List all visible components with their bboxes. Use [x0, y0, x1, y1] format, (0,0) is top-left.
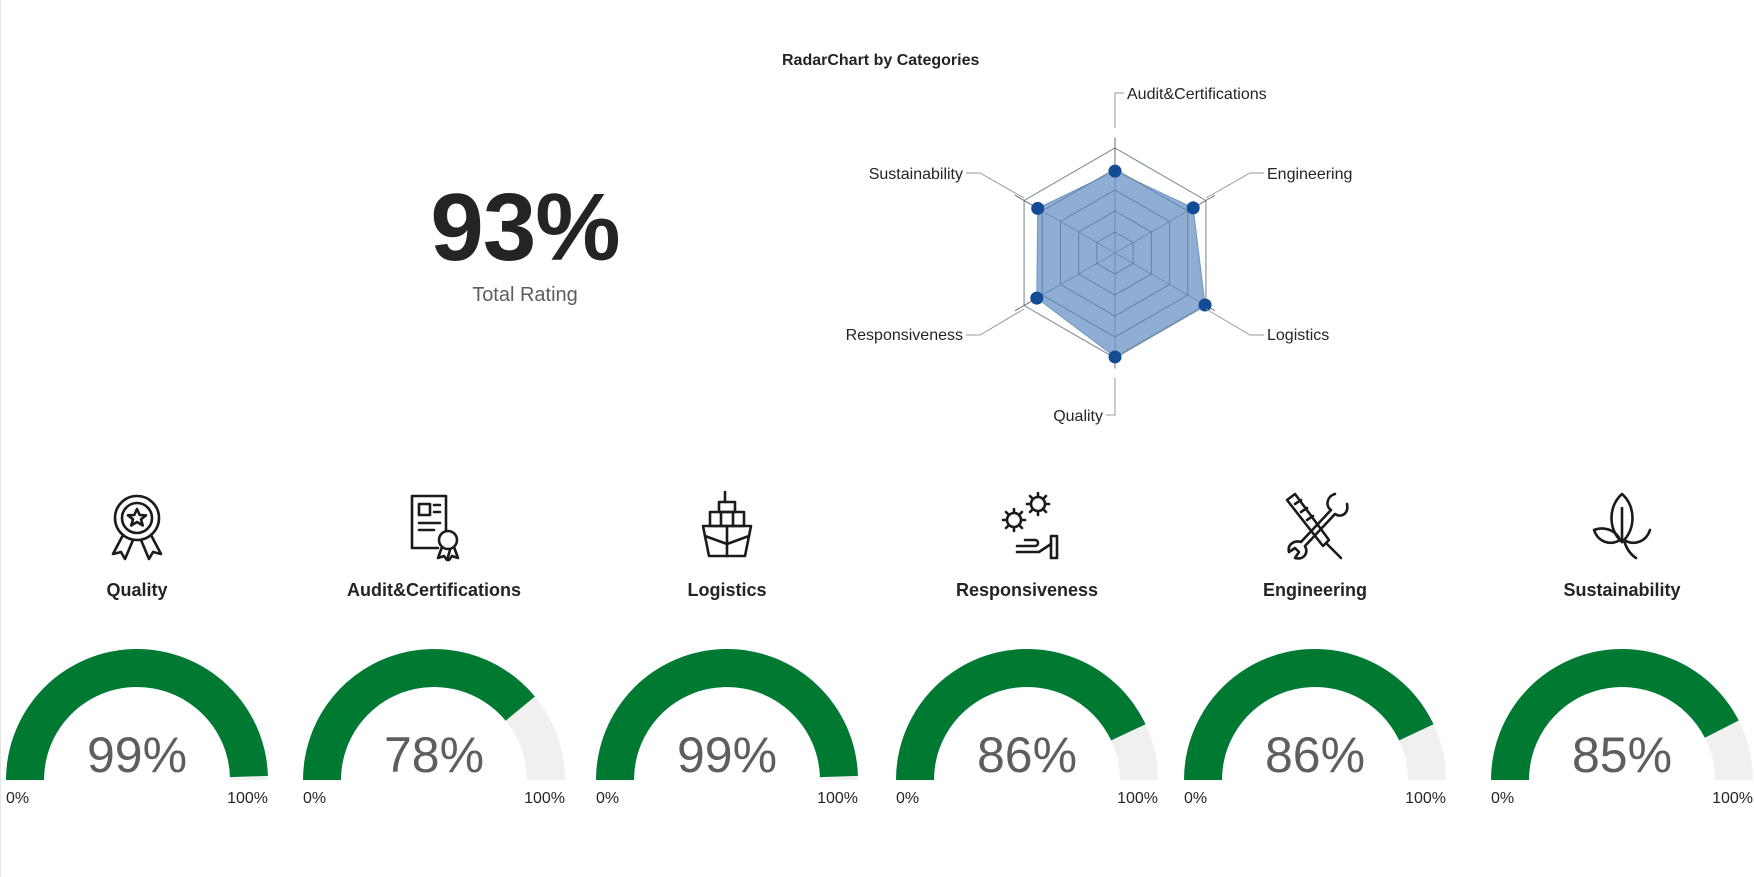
category-sustainability: Sustainability — [1482, 490, 1754, 601]
gauge-responsiveness: 86% 0% 100% — [887, 640, 1167, 820]
gauge-value: 99% — [86, 727, 188, 783]
total-rating-value: 93% — [430, 174, 620, 281]
gauge-max-label: 100% — [1712, 790, 1753, 807]
gauge-fill[interactable] — [1491, 649, 1739, 780]
gauge-max-label: 100% — [817, 790, 858, 807]
radar-category-label: Engineering — [1267, 166, 1352, 183]
radar-label-leader — [1114, 92, 1124, 128]
total-rating-label: Total Rating — [472, 284, 578, 306]
gauge-min-label: 0% — [303, 790, 327, 807]
radar-chart: Audit&Certifications Engineering Logistics… — [846, 86, 1353, 425]
gauge-arc — [596, 648, 858, 780]
category-name: Logistics — [687, 580, 767, 600]
gauge-min-label: 0% — [6, 790, 30, 807]
radar-label-leader — [1205, 172, 1264, 199]
gauge-sustainability: 85% 0% 100% — [1474, 640, 1754, 820]
gauge-value: 86% — [976, 727, 1078, 783]
category-name: Quality — [106, 580, 168, 600]
gauge-value: 99% — [676, 727, 778, 783]
gauge-arc — [1184, 649, 1446, 780]
radar-category-label: Responsiveness — [846, 327, 963, 344]
award-ribbon-icon — [101, 490, 173, 562]
tools-icon — [1279, 490, 1351, 562]
gauge-min-label: 0% — [1491, 790, 1515, 807]
leaf-icon — [1586, 490, 1658, 562]
gauge-fill[interactable] — [303, 649, 535, 780]
category-responsiveness: Responsiveness — [887, 490, 1167, 601]
radar-point[interactable] — [1031, 201, 1045, 215]
radar-chart-title: RadarChart by Categories — [782, 52, 980, 69]
gauge-max-label: 100% — [1405, 790, 1446, 807]
gauge-fill[interactable] — [896, 649, 1146, 780]
radar-label-leader — [1205, 308, 1264, 336]
radar-series-area — [1036, 170, 1206, 358]
cargo-ship-icon — [691, 490, 763, 562]
gauge-fill[interactable] — [6, 648, 268, 780]
gauge-value: 85% — [1571, 727, 1673, 783]
category-name: Sustainability — [1563, 580, 1681, 600]
gauge-arc — [896, 649, 1158, 780]
gears-hand-icon — [991, 490, 1063, 562]
gauge-max-label: 100% — [227, 790, 268, 807]
gauge-value: 86% — [1264, 727, 1366, 783]
gauge-fill[interactable] — [596, 648, 858, 780]
radar-grid-ring-overlay — [1059, 189, 1171, 317]
gauge-min-label: 0% — [896, 790, 920, 807]
category-engineering: Engineering — [1175, 490, 1455, 601]
gauge-logistics: 99% 0% 100% — [587, 640, 867, 820]
radar-label-leader — [1106, 378, 1116, 416]
radar-point[interactable] — [1108, 350, 1122, 364]
radar-point[interactable] — [1198, 298, 1212, 312]
radar-point[interactable] — [1030, 291, 1044, 305]
radar-category-label: Logistics — [1267, 327, 1329, 344]
gauge-audit-certifications: 78% 0% 100% — [294, 640, 574, 820]
radar-point[interactable] — [1108, 164, 1122, 178]
category-name: Audit&Certifications — [346, 580, 521, 600]
gauge-min-label: 0% — [1184, 790, 1208, 807]
total-rating-card: 93% Total Rating — [370, 180, 680, 307]
category-name: Responsiveness — [955, 580, 1099, 600]
category-quality: Quality — [0, 490, 277, 601]
gauge-max-label: 100% — [1117, 790, 1158, 807]
radar-category-label: Quality — [1053, 408, 1103, 425]
gauge-quality: 99% 0% 100% — [0, 640, 277, 820]
gauge-arc — [6, 648, 268, 780]
radar-label-leader — [966, 308, 1025, 336]
radar-point[interactable] — [1186, 201, 1200, 215]
gauge-fill[interactable] — [1184, 649, 1434, 780]
radar-category-label: Sustainability — [869, 166, 963, 183]
gauge-max-label: 100% — [524, 790, 565, 807]
category-name: Engineering — [1262, 580, 1367, 600]
category-audit-certifications: Audit&Certifications — [294, 490, 574, 601]
radar-grid-ring-overlay — [1096, 231, 1134, 275]
radar-label-leader — [966, 172, 1025, 199]
gauge-arc — [1491, 649, 1753, 780]
category-logistics: Logistics — [587, 490, 867, 601]
radar-grid-ring-overlay — [1078, 210, 1152, 296]
gauge-value: 78% — [383, 727, 485, 783]
certificate-icon — [398, 490, 470, 562]
gauge-min-label: 0% — [596, 790, 620, 807]
gauge-engineering: 86% 0% 100% — [1175, 640, 1455, 820]
gauge-arc — [303, 649, 565, 780]
page-left-border — [0, 0, 1, 877]
radar-category-label: Audit&Certifications — [1127, 86, 1267, 103]
